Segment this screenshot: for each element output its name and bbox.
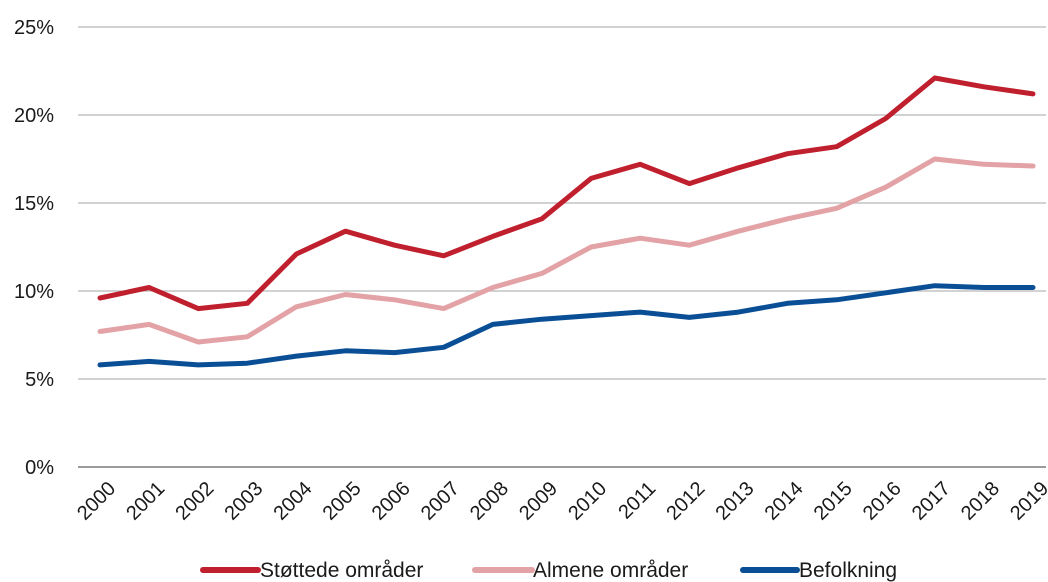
x-tick-label: 2005 (319, 478, 366, 525)
x-tick-label: 2000 (73, 478, 120, 525)
x-tick-label: 2011 (614, 478, 660, 524)
x-tick-label: 2004 (270, 478, 317, 525)
y-tick-label: 0% (25, 457, 54, 479)
series-line-2 (97, 283, 1036, 368)
y-tick-label: 15% (14, 193, 54, 215)
x-tick-label: 2003 (220, 478, 267, 525)
y-tick-label: 20% (14, 105, 54, 127)
x-tick-label: 2008 (466, 478, 513, 525)
x-tick-label: 2013 (711, 478, 758, 525)
y-axis-ticks: 0% 5% 10% 15% 20% 25% (14, 17, 54, 479)
legend-label: Almene områder (533, 559, 688, 582)
x-tick-label: 2009 (515, 478, 562, 525)
x-tick-label: 2016 (859, 478, 906, 525)
x-tick-label: 2007 (417, 478, 464, 525)
series-lines (97, 75, 1036, 368)
x-tick-label: 2018 (957, 478, 1004, 525)
y-tick-label: 25% (14, 17, 54, 39)
x-tick-label: 2019 (1006, 478, 1048, 525)
x-tick-label: 2010 (564, 478, 611, 525)
x-tick-label: 2014 (761, 478, 808, 525)
legend: Støttede områder Almene områder Befolkning (200, 559, 897, 582)
legend-label: Støttede områder (260, 559, 423, 582)
x-tick-label: 2001 (122, 478, 169, 525)
gridlines (78, 26, 1046, 468)
y-tick-label: 10% (14, 281, 54, 303)
x-tick-label: 2015 (810, 478, 857, 525)
x-tick-label: 2002 (171, 478, 218, 525)
x-axis-ticks: 2000 2001 2002 2003 2004 2005 2006 2007 2008 2009… (73, 478, 1048, 525)
legend-label: Befolkning (799, 559, 897, 582)
x-tick-label: 2017 (908, 478, 955, 525)
series-line-1 (97, 156, 1036, 345)
series-line-0 (97, 75, 1036, 312)
x-tick-label: 2006 (368, 478, 415, 525)
x-tick-label: 2012 (662, 478, 709, 525)
y-tick-label: 5% (25, 369, 54, 391)
